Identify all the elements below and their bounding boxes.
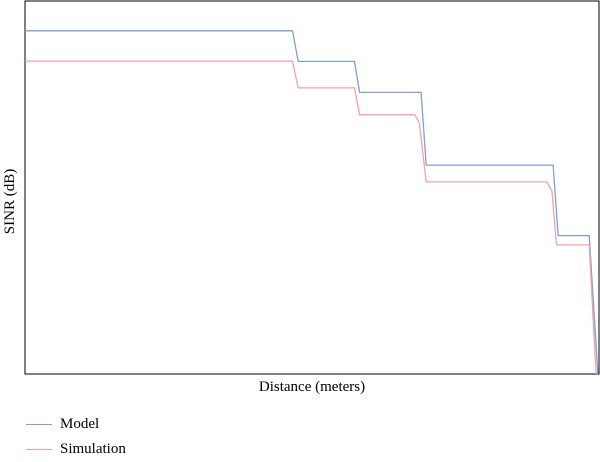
- legend-swatch-simulation: [26, 449, 52, 450]
- legend-label-simulation: Simulation: [60, 441, 126, 457]
- legend-swatch-model: [26, 424, 52, 425]
- plot-area-frame: [24, 0, 600, 375]
- x-axis-label: Distance (meters): [259, 379, 365, 395]
- legend-item-model: Model: [26, 412, 126, 437]
- series-line-simulation: [25, 60, 597, 375]
- series-layer: [25, 30, 599, 375]
- legend-label-model: Model: [60, 416, 100, 432]
- y-axis-label: SINR (dB): [2, 169, 18, 234]
- series-line-model: [25, 30, 599, 375]
- legend-item-simulation: Simulation: [26, 437, 126, 462]
- legend: Model Simulation: [26, 412, 126, 462]
